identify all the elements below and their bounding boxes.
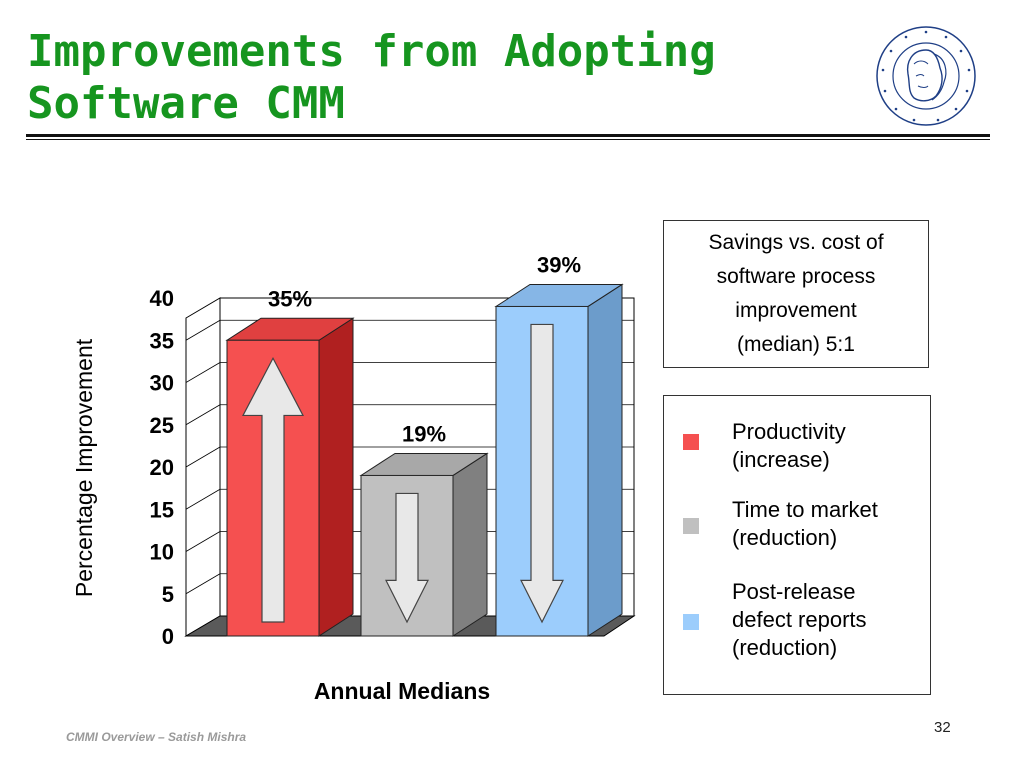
savings-line-1: Savings vs. cost of (708, 231, 884, 254)
legend-label-time-to-market: Time to market (reduction) (732, 497, 878, 550)
arrow-down-icon (385, 492, 429, 624)
chart-side-wall (185, 297, 221, 637)
slide-title: Improvements from Adopting Software CMM (27, 26, 847, 130)
page-number: 32 (934, 719, 951, 736)
bar-group (225, 317, 355, 637)
arrow-down-icon (520, 323, 564, 624)
legend-label-productivity: Productivity (increase) (732, 419, 846, 472)
savings-line-2: software process (716, 265, 876, 288)
bar-value-label: 19% (402, 421, 446, 446)
bar-value-labels: 35% 19% 39% (268, 252, 581, 446)
y-axis-label: Percentage Improvement (71, 338, 97, 597)
title-rule-thick (26, 134, 990, 137)
bar-value-label: 39% (537, 252, 581, 277)
y-tick-label: 0 (162, 624, 174, 649)
savings-line-4: (median) 5:1 (737, 333, 855, 356)
legend-swatch-time-to-market (683, 518, 699, 534)
bar-side (318, 317, 354, 637)
arrow-up-icon (242, 356, 304, 623)
chart-legend: Productivity (increase) Time to market (re… (663, 395, 931, 695)
legend-swatch-post-release-defects (683, 614, 699, 630)
y-tick-label: 5 (162, 582, 174, 607)
y-tick-label: 25 (150, 413, 174, 438)
y-axis-ticks: 0 5 10 15 20 25 30 35 40 (150, 286, 174, 649)
bar-side (587, 283, 623, 637)
chart-bars (225, 283, 624, 637)
bar-group (359, 452, 489, 637)
slide-footer: CMMI Overview – Satish Mishra (66, 730, 247, 744)
gridline-side (185, 573, 221, 595)
legend-label-post-release-defects: Post-release defect reports (reduction) (732, 579, 867, 660)
bar-group (494, 283, 624, 637)
legend-swatch-productivity (683, 434, 699, 450)
gridline-side (185, 488, 221, 510)
savings-line-3: improvement (735, 299, 857, 322)
savings-ratio-box: Savings vs. cost of software process imp… (663, 220, 929, 368)
slide-title-line-2: Software CMM (27, 78, 345, 129)
title-rule-thin (26, 139, 990, 140)
university-seal-logo (876, 26, 976, 126)
slide-title-line-1: Improvements from Adopting (27, 26, 716, 77)
y-tick-label: 10 (150, 540, 174, 565)
y-tick-label: 40 (150, 286, 174, 311)
x-axis-label: Annual Medians (314, 678, 490, 704)
gridline-side (185, 319, 221, 341)
y-tick-label: 15 (150, 497, 174, 522)
gridline-side (185, 362, 221, 383)
bar-side (452, 452, 488, 637)
bar-value-label: 35% (268, 286, 312, 311)
y-tick-label: 30 (150, 371, 174, 396)
y-tick-label: 35 (150, 328, 174, 353)
gridline-side (185, 531, 221, 552)
gridline-side (185, 446, 221, 468)
gridline-side (185, 404, 221, 426)
y-tick-label: 20 (150, 455, 174, 480)
